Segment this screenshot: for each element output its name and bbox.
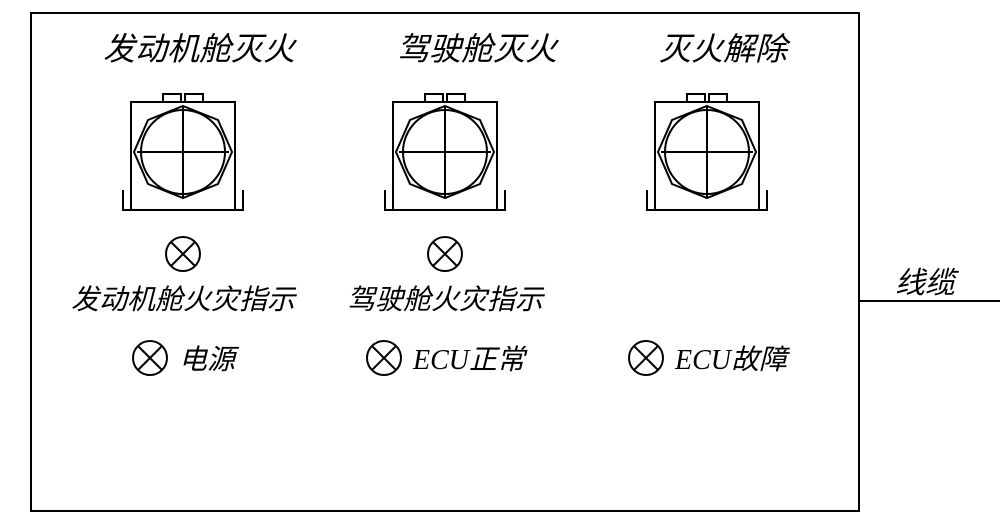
indicator-lamp-icon xyxy=(627,339,665,377)
switch-cockpit-fire[interactable] xyxy=(365,80,525,220)
label-engine-fire: 发动机舱灭火 xyxy=(103,24,295,70)
control-panel: 发动机舱灭火 驾驶舱灭火 灭火解除 xyxy=(30,12,860,512)
status-ecu-ok: ECU正常 xyxy=(314,338,576,378)
label-cockpit-fire: 驾驶舱灭火 xyxy=(397,24,557,70)
label-engine-fire-indicator: 发动机舱火灾指示 xyxy=(71,278,295,318)
indicator-lamp-icon xyxy=(131,339,169,377)
status-row: 电源 ECU正常 ECU故障 xyxy=(32,338,858,378)
label-cockpit-fire-indicator: 驾驶舱火灾指示 xyxy=(347,278,543,318)
switch-row xyxy=(32,80,858,220)
switch-engine-fire[interactable] xyxy=(103,80,263,220)
fire-indicator-row xyxy=(32,235,858,273)
status-ecu-fault: ECU故障 xyxy=(576,338,838,378)
rotary-switch-icon xyxy=(113,80,253,220)
rotary-switch-icon xyxy=(375,80,515,220)
switch-fire-release[interactable] xyxy=(627,80,787,220)
indicator-lamp-icon xyxy=(164,235,202,273)
label-power: 电源 xyxy=(179,338,235,378)
label-ecu-fault: ECU故障 xyxy=(675,338,787,378)
mid-label-row: 发动机舱火灾指示 驾驶舱火灾指示 xyxy=(32,273,858,318)
rotary-switch-icon xyxy=(637,80,777,220)
label-ecu-ok: ECU正常 xyxy=(413,338,525,378)
label-fire-release: 灭火解除 xyxy=(659,24,787,70)
indicator-lamp-icon xyxy=(426,235,464,273)
top-label-row: 发动机舱灭火 驾驶舱灭火 灭火解除 xyxy=(32,14,858,75)
indicator-lamp-icon xyxy=(365,339,403,377)
status-power: 电源 xyxy=(52,338,314,378)
cable-label: 线缆 xyxy=(895,258,955,302)
